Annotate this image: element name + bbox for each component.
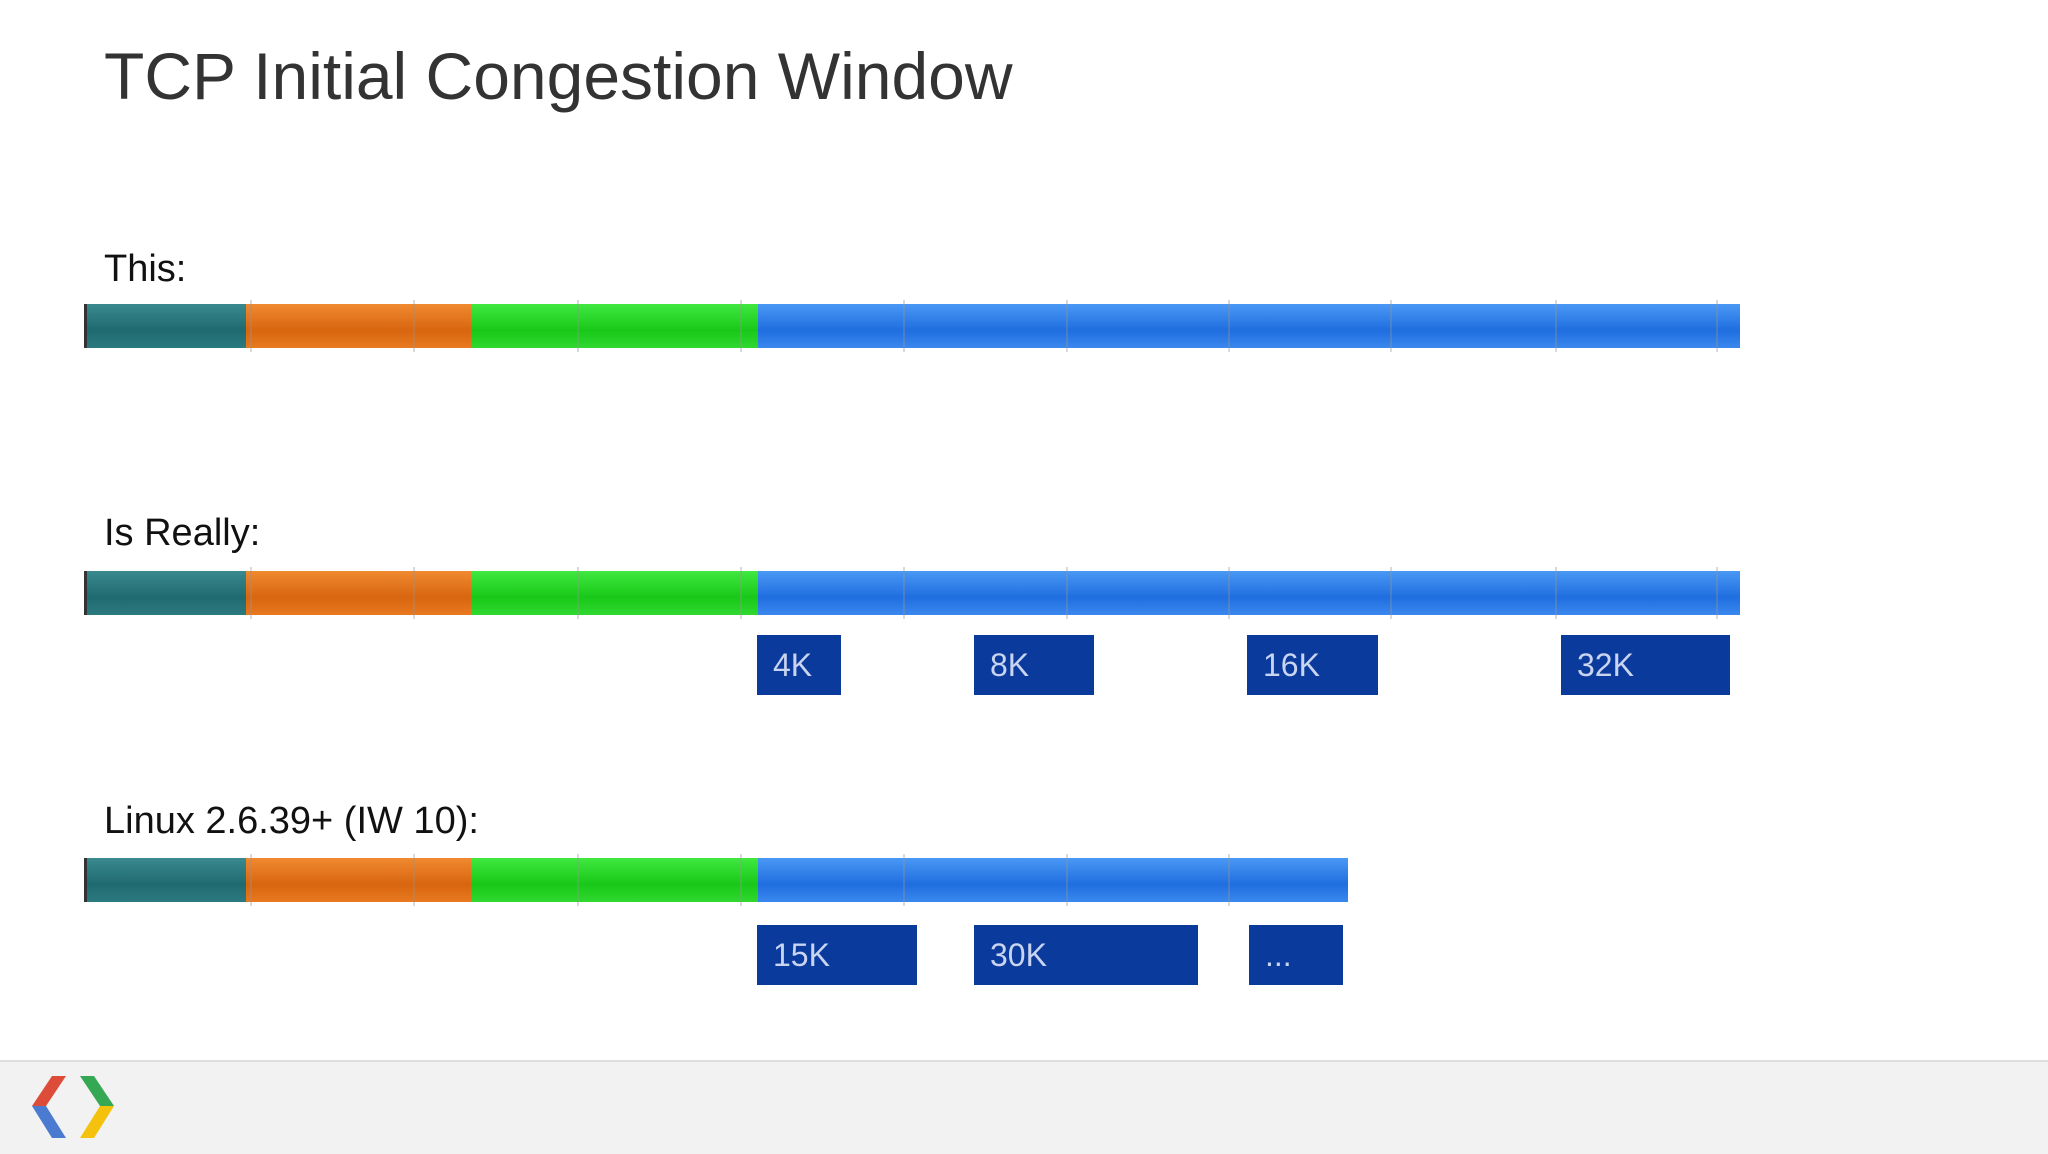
logo <box>32 1076 114 1138</box>
tick <box>1390 567 1392 619</box>
window-box: 30K <box>974 925 1198 985</box>
window-box: ... <box>1249 925 1343 985</box>
footer <box>0 1060 2048 1154</box>
tick <box>1066 300 1068 352</box>
tick <box>1228 854 1230 906</box>
tick <box>577 854 579 906</box>
window-box: 16K <box>1247 635 1378 695</box>
tick <box>413 854 415 906</box>
tick <box>250 567 252 619</box>
tick <box>1555 300 1557 352</box>
tick <box>1716 567 1718 619</box>
window-box: 4K <box>757 635 841 695</box>
tick <box>413 567 415 619</box>
tick <box>1555 567 1557 619</box>
packet-bar <box>84 854 1348 906</box>
tick <box>250 854 252 906</box>
tick <box>577 300 579 352</box>
tick <box>1066 854 1068 906</box>
window-box: 32K <box>1561 635 1730 695</box>
tick <box>1716 300 1718 352</box>
section-label: Is Really: <box>104 512 261 554</box>
packet-bar <box>84 300 1740 352</box>
tick <box>413 300 415 352</box>
tick <box>740 567 742 619</box>
slide-title: TCP Initial Congestion Window <box>104 39 1013 113</box>
tick <box>740 854 742 906</box>
tick <box>1228 567 1230 619</box>
tick <box>1228 300 1230 352</box>
tick <box>577 567 579 619</box>
tick <box>1390 300 1392 352</box>
tick <box>1066 567 1068 619</box>
window-box: 8K <box>974 635 1094 695</box>
tick <box>903 567 905 619</box>
tick <box>740 300 742 352</box>
section-label: Linux 2.6.39+ (IW 10): <box>104 800 479 842</box>
tick <box>903 854 905 906</box>
section-label: This: <box>104 248 187 290</box>
packet-bar <box>84 567 1740 619</box>
tick <box>250 300 252 352</box>
tick <box>903 300 905 352</box>
window-box: 15K <box>757 925 917 985</box>
